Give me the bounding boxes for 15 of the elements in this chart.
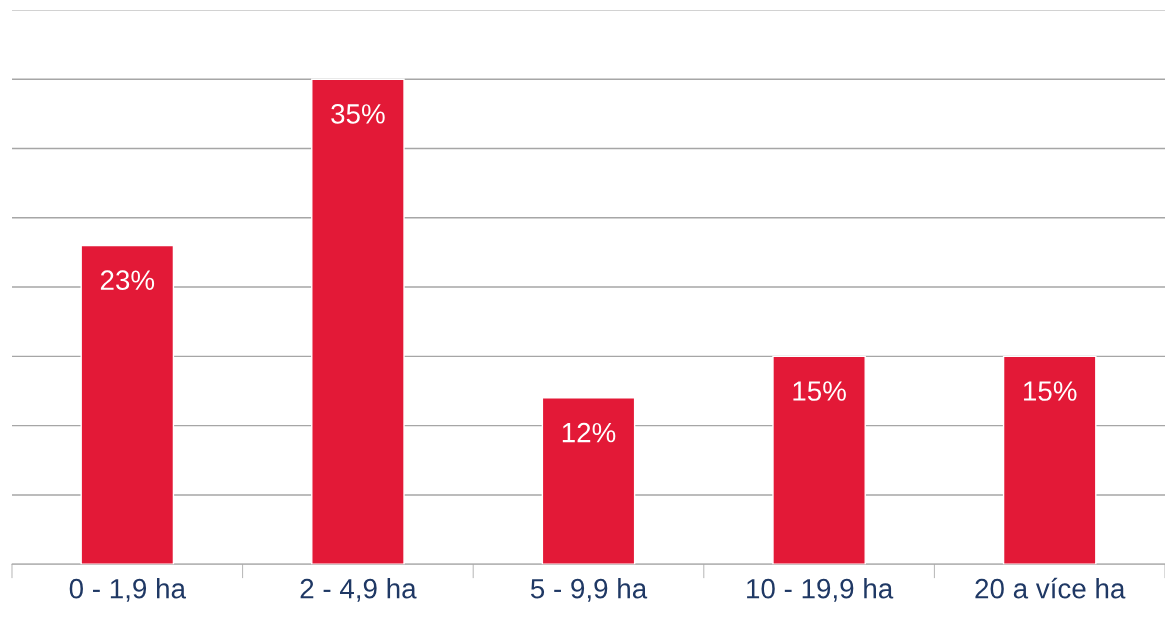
- bar: [1002, 355, 1097, 565]
- x-tick-label: 10 - 19,9 ha: [747, 578, 894, 602]
- bar: [772, 355, 866, 565]
- data-label: 15%: [793, 381, 846, 401]
- data-label: 12%: [562, 422, 616, 443]
- x-tick-label: 0 - 1,9 ha: [69, 578, 186, 602]
- x-tick-label: 5 - 9,9 ha: [530, 578, 648, 602]
- data-label: 15%: [1024, 381, 1077, 401]
- bar: [311, 78, 405, 565]
- bar: [541, 397, 636, 565]
- x-tick-label: 2 - 4,9 ha: [300, 578, 417, 602]
- data-label: 35%: [331, 104, 385, 124]
- x-tick-label: 20 a více ha: [975, 577, 1126, 599]
- data-label: 23%: [100, 270, 155, 290]
- bar: [80, 244, 175, 565]
